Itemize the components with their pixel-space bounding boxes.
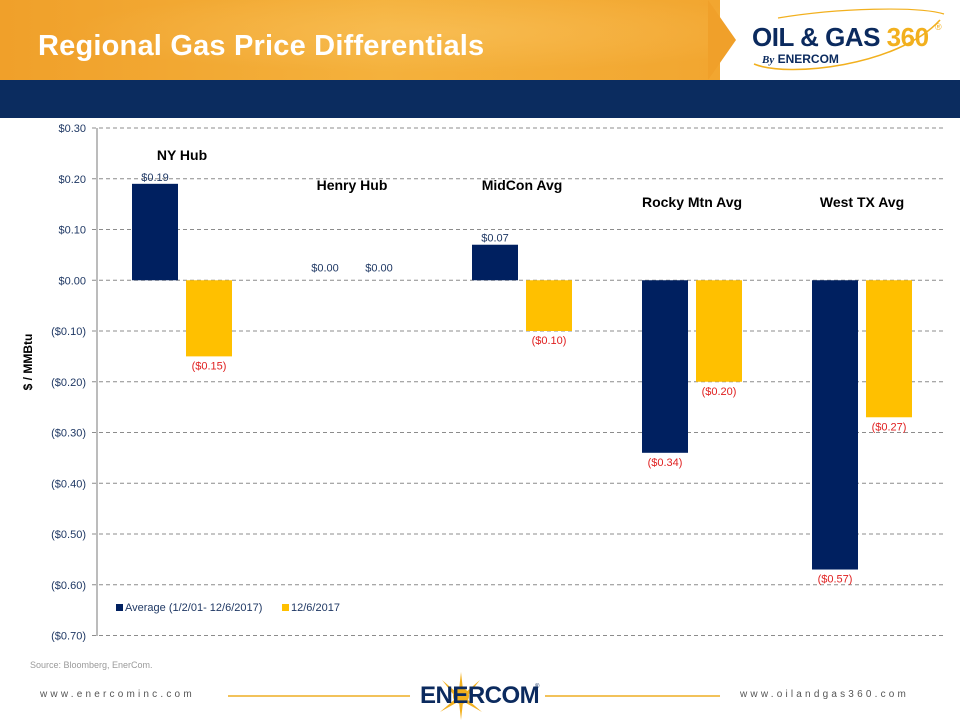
gridlines (92, 127, 945, 636)
footer-divider-left (228, 695, 410, 697)
category-label: West TX Avg (820, 194, 904, 210)
legend-label-average: Average (1/2/01- 12/6/2017) (125, 602, 262, 614)
y-axis-label: $ / MMBtu (21, 334, 35, 391)
data-label: $0.00 (365, 262, 393, 274)
footer-divider-right (545, 695, 720, 697)
oilandgas360-logo: OIL & GAS 360 (752, 22, 929, 53)
legend: Average (1/2/01- 12/6/2017) 12/6/2017 (116, 602, 340, 614)
y-tick-label: $0.20 (58, 174, 86, 186)
footer-logo-registered: ® (535, 684, 540, 690)
bar-current (526, 280, 572, 331)
logo-by-prefix: By (762, 54, 775, 66)
bar-current (186, 280, 232, 357)
category-label: Rocky Mtn Avg (642, 194, 742, 210)
data-label: ($0.20) (702, 386, 737, 398)
logo-byline: By ENERCOM (762, 52, 839, 66)
data-label: $0.00 (311, 262, 339, 274)
header-arrow-shape (708, 0, 736, 80)
footer-link-oilandgas360[interactable]: www.oilandgas360.com (740, 689, 910, 700)
bar-average (472, 244, 518, 281)
data-label: $0.19 (141, 172, 169, 184)
y-tick-label: ($0.20) (51, 377, 86, 389)
logo-text-accent: 360 (886, 22, 929, 52)
page-title: Regional Gas Price Differentials (38, 30, 485, 62)
data-label: ($0.27) (872, 421, 907, 433)
footer-link-enercominc[interactable]: www.enercominc.com (40, 689, 195, 700)
logo-by-brand: ENERCOM (777, 52, 839, 66)
sun-burst-icon (440, 672, 482, 720)
header-navy-band (0, 80, 960, 118)
y-tick-label: ($0.70) (51, 631, 86, 643)
logo-registered-mark: ® (935, 22, 942, 32)
legend-swatch-average (116, 604, 123, 611)
y-tick-label: $0.30 (58, 123, 86, 135)
data-label: ($0.15) (192, 360, 227, 372)
y-tick-label: $0.10 (58, 225, 86, 237)
data-label: ($0.34) (648, 457, 683, 469)
bar-current (696, 280, 742, 382)
data-label: $0.07 (481, 233, 509, 245)
bar-average (132, 183, 178, 281)
enercom-footer-logo: ENERCOM (420, 682, 540, 709)
y-tick-label: ($0.10) (51, 326, 86, 338)
logo-text-main: OIL & GAS (752, 22, 880, 52)
category-label: Henry Hub (317, 177, 388, 193)
legend-label-current: 12/6/2017 (291, 602, 340, 614)
y-axis-ticks: $0.30 $0.20 $0.10 $0.00 ($0.10) ($0.20) ($0.30… (51, 123, 86, 643)
y-tick-label: $0.00 (58, 275, 86, 287)
category-label: NY Hub (157, 147, 207, 163)
legend-swatch-current (282, 604, 289, 611)
category-label: MidCon Avg (482, 177, 563, 193)
source-note: Source: Bloomberg, EnerCom. (30, 660, 153, 670)
y-tick-label: ($0.60) (51, 580, 86, 592)
data-label: ($0.57) (818, 574, 853, 586)
data-labels: $0.19 ($0.15) $0.00 $0.00 $0.07 ($0.10) ($0.34… (141, 172, 906, 586)
y-tick-label: ($0.30) (51, 428, 86, 440)
bar-average (642, 280, 688, 453)
bar-chart: $0.30 $0.20 $0.10 $0.00 ($0.10) ($0.20) ($0.30… (21, 123, 945, 643)
logo-swoosh-icon (753, 8, 945, 71)
y-tick-label: ($0.50) (51, 529, 86, 541)
bars (132, 183, 912, 570)
data-label: ($0.10) (532, 335, 567, 347)
bar-current (866, 280, 912, 418)
bar-average (812, 280, 858, 570)
y-tick-label: ($0.40) (51, 478, 86, 490)
header-texture (0, 0, 720, 80)
category-labels: NY Hub Henry Hub MidCon Avg Rocky Mtn Avg We… (157, 147, 904, 210)
